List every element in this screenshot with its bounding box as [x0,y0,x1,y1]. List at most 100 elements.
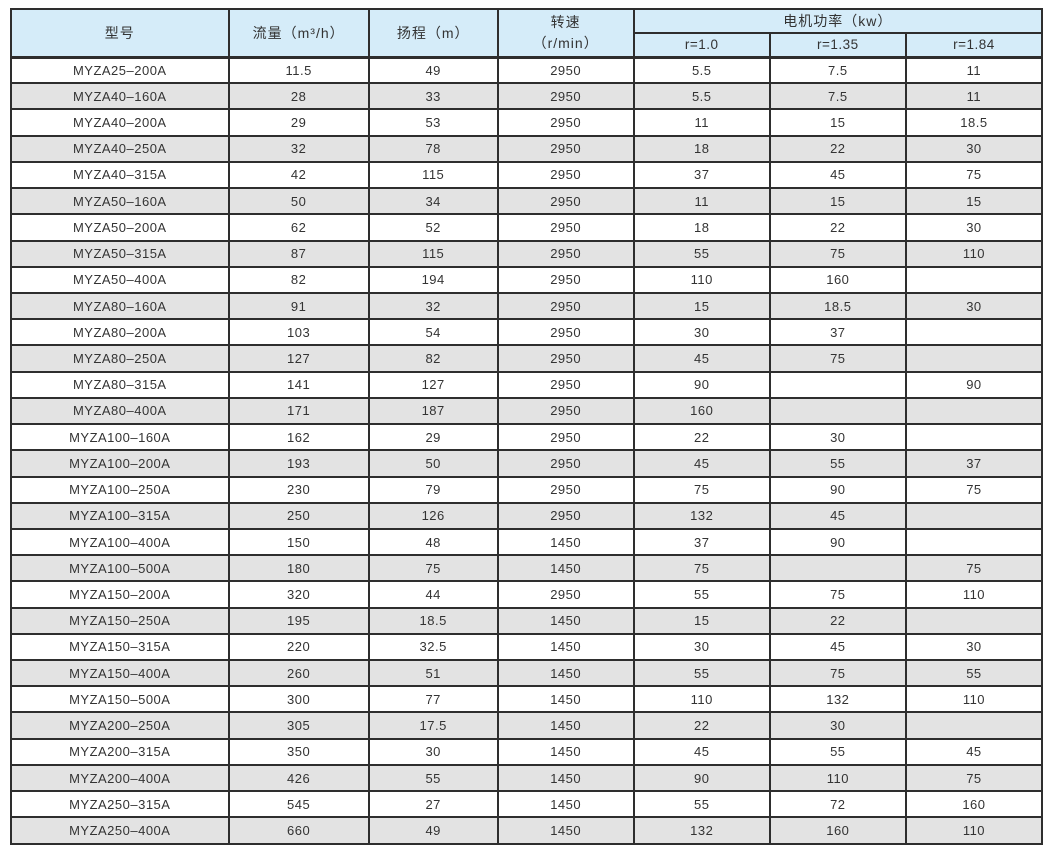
cell-power-r1-35: 7.5 [768,82,907,111]
header-speed-line1: 转速 [550,13,581,30]
cell-power-r1-35: 15 [768,108,907,137]
cell-model: MYZA100–160A [10,423,230,452]
cell-model: MYZA40–160A [10,82,230,111]
cell-power-r1-84: 55 [904,659,1044,688]
header-power-r1-0: r=1.0 [632,32,771,58]
cell-flow: 350 [227,737,370,766]
cell-power-r1-0: 75 [632,475,771,504]
cell-flow: 91 [227,291,370,321]
cell-power-r1-0: 45 [632,449,771,478]
cell-head: 53 [367,108,499,137]
cell-power-r1-35: 160 [768,265,907,294]
table-row: MYZA40–250A 32 78 2950 18 22 30 [10,134,1044,163]
cell-flow: 32 [227,134,370,163]
cell-model: MYZA250–315A [10,790,230,819]
cell-speed: 1450 [496,632,635,662]
cell-flow: 42 [227,160,370,190]
cell-power-r1-84: 90 [904,370,1044,399]
cell-speed: 2950 [496,265,635,294]
cell-model: MYZA100–315A [10,501,230,530]
cell-power-r1-84: 110 [904,685,1044,714]
table-row: MYZA100–500A 180 75 1450 75 75 [10,554,1044,583]
cell-power-r1-35: 90 [768,475,907,504]
table-row: MYZA80–200A 103 54 2950 30 37 [10,318,1044,347]
cell-head: 52 [367,213,499,242]
table-row: MYZA150–500A 300 77 1450 110 132 110 [10,685,1044,714]
cell-model: MYZA150–315A [10,632,230,662]
table-row: MYZA80–250A 127 82 2950 45 75 [10,344,1044,373]
cell-power-r1-35: 30 [768,711,907,740]
header-speed: 转速 （r/min） [496,8,635,58]
cell-model: MYZA25–200A [10,55,230,85]
table-row: MYZA100–160A 162 29 2950 22 30 [10,423,1044,452]
cell-power-r1-35: 45 [768,160,907,190]
cell-power-r1-84: 30 [904,134,1044,163]
table-row: MYZA200–315A 350 30 1450 45 55 45 [10,737,1044,766]
cell-power-r1-84: 37 [904,449,1044,478]
cell-power-r1-35: 45 [768,632,907,662]
table-row: MYZA80–315A 141 127 2950 90 90 [10,370,1044,399]
cell-power-r1-84: 75 [904,475,1044,504]
table-row: MYZA100–200A 193 50 2950 45 55 37 [10,449,1044,478]
cell-power-r1-0: 55 [632,580,771,609]
cell-power-r1-84: 160 [904,790,1044,819]
cell-power-r1-35: 132 [768,685,907,714]
cell-speed: 2950 [496,475,635,504]
cell-speed: 2950 [496,449,635,478]
cell-power-r1-84 [904,265,1044,294]
cell-power-r1-0: 18 [632,213,771,242]
header-head: 扬程（m） [367,8,499,58]
table-row: MYZA50–400A 82 194 2950 110 160 [10,265,1044,294]
cell-power-r1-35: 90 [768,527,907,557]
cell-flow: 305 [227,711,370,740]
cell-head: 187 [367,396,499,426]
cell-power-r1-84 [904,423,1044,452]
table-row: MYZA150–400A 260 51 1450 55 75 55 [10,659,1044,688]
table-header: 型号 流量（m³/h） 扬程（m） 转速 （r/min） 电机功率（kw） r=… [10,8,1044,58]
cell-power-r1-0: 90 [632,763,771,793]
cell-power-r1-35: 30 [768,423,907,452]
cell-power-r1-84 [904,501,1044,530]
table-row: MYZA250–315A 545 27 1450 55 72 160 [10,790,1044,819]
cell-speed: 1450 [496,606,635,635]
cell-power-r1-35: 22 [768,606,907,635]
cell-model: MYZA150–250A [10,606,230,635]
cell-model: MYZA150–400A [10,659,230,688]
cell-flow: 426 [227,763,370,793]
cell-head: 50 [367,449,499,478]
cell-power-r1-84: 110 [904,816,1044,845]
cell-head: 32 [367,291,499,321]
cell-power-r1-84 [904,711,1044,740]
pump-spec-table: 型号 流量（m³/h） 扬程（m） 转速 （r/min） 电机功率（kw） r=… [10,8,1044,845]
cell-speed: 2950 [496,396,635,426]
cell-flow: 195 [227,606,370,635]
table-body: MYZA25–200A 11.5 49 2950 5.5 7.5 11 MYZA40–160A… [10,55,1044,845]
cell-model: MYZA150–500A [10,685,230,714]
cell-head: 32.5 [367,632,499,662]
cell-model: MYZA100–200A [10,449,230,478]
cell-speed: 1450 [496,816,635,845]
table-row: MYZA100–250A 230 79 2950 75 90 75 [10,475,1044,504]
cell-power-r1-35: 72 [768,790,907,819]
cell-model: MYZA200–250A [10,711,230,740]
cell-power-r1-84 [904,344,1044,373]
cell-speed: 2950 [496,580,635,609]
cell-head: 49 [367,55,499,85]
cell-power-r1-84 [904,606,1044,635]
cell-flow: 180 [227,554,370,583]
cell-power-r1-35: 55 [768,737,907,766]
cell-speed: 2950 [496,423,635,452]
cell-speed: 2950 [496,108,635,137]
cell-flow: 141 [227,370,370,399]
cell-power-r1-0: 110 [632,685,771,714]
cell-head: 126 [367,501,499,530]
cell-power-r1-35: 22 [768,213,907,242]
cell-flow: 320 [227,580,370,609]
cell-power-r1-84: 18.5 [904,108,1044,137]
cell-power-r1-0: 5.5 [632,55,771,85]
cell-power-r1-35: 75 [768,580,907,609]
table-row: MYZA40–315A 42 115 2950 37 45 75 [10,160,1044,190]
cell-model: MYZA50–160A [10,187,230,216]
cell-flow: 193 [227,449,370,478]
